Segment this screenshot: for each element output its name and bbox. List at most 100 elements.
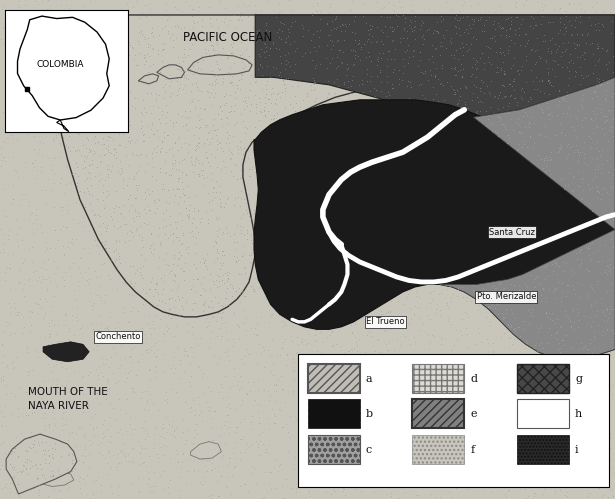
Point (365, 25, 375, 33)
Point (125, 41, 135, 49)
Point (399, 46, 408, 54)
Point (416, 36, 426, 44)
Point (218, 247, 228, 255)
Point (440, 268, 450, 276)
Point (199, 455, 209, 463)
Point (178, 159, 188, 167)
Point (213, 145, 223, 153)
Point (75, 14, 85, 22)
Point (25, 110, 34, 118)
Point (523, 46, 533, 54)
Point (566, 21, 576, 29)
Point (265, 20, 275, 28)
Point (179, 71, 189, 79)
Point (236, 86, 245, 94)
Point (506, 13, 515, 21)
Point (33, 0, 43, 8)
Point (125, 367, 135, 375)
Point (381, 62, 391, 70)
Point (336, 138, 346, 146)
Point (55, 226, 65, 234)
Point (102, 165, 112, 173)
Point (138, 285, 148, 293)
Point (436, 462, 446, 470)
Point (235, 167, 245, 175)
Point (281, 35, 291, 43)
Point (134, 325, 144, 333)
Point (83, 136, 93, 144)
Point (41, 264, 50, 272)
Point (4, 484, 14, 492)
Point (547, 64, 557, 72)
Point (222, 114, 232, 122)
Point (153, 301, 162, 309)
Point (555, 14, 565, 22)
Point (210, 73, 220, 81)
Point (6, 7, 16, 15)
Point (534, 238, 544, 246)
Point (206, 388, 216, 396)
Point (546, 27, 556, 35)
Point (143, 159, 153, 167)
Point (445, 472, 454, 480)
Point (250, 274, 260, 282)
Point (477, 175, 487, 183)
Point (131, 287, 141, 295)
Point (288, 202, 298, 210)
Point (414, 355, 424, 363)
Point (97, 175, 106, 183)
Point (120, 354, 130, 362)
Point (224, 269, 234, 277)
Point (556, 9, 566, 17)
Point (522, 85, 531, 93)
Point (308, 128, 318, 136)
Point (73, 125, 82, 133)
Point (376, 12, 386, 20)
Point (379, 22, 389, 30)
Point (524, 420, 534, 428)
Point (468, 24, 478, 32)
Point (496, 24, 506, 32)
Point (600, 69, 610, 77)
Point (194, 139, 204, 147)
Point (520, 194, 530, 202)
Point (520, 41, 530, 49)
Point (608, 243, 615, 251)
Point (137, 53, 147, 61)
Point (607, 105, 615, 113)
Point (362, 37, 372, 45)
Point (411, 161, 421, 169)
Point (0, 483, 10, 491)
Point (97, 222, 107, 230)
Point (349, 197, 359, 205)
Point (43, 255, 53, 263)
Point (343, 77, 353, 85)
Point (437, 61, 447, 69)
Point (77, 96, 87, 104)
Point (482, 42, 491, 50)
Point (568, 232, 577, 240)
Point (306, 206, 315, 214)
Point (581, 34, 590, 42)
Point (166, 314, 176, 322)
Point (278, 386, 288, 394)
Point (539, 326, 549, 334)
Point (98, 109, 108, 117)
Point (257, 71, 267, 79)
Point (58, 409, 68, 417)
Point (300, 48, 310, 56)
Point (278, 322, 288, 330)
Point (287, 484, 297, 492)
Point (325, 59, 335, 67)
Point (87, 438, 97, 446)
Point (127, 149, 137, 157)
Point (156, 274, 166, 282)
Point (405, 16, 415, 24)
Point (310, 265, 320, 273)
Point (0, 372, 8, 380)
Point (580, 291, 590, 299)
Point (362, 174, 372, 182)
Point (126, 201, 136, 209)
Point (547, 34, 557, 42)
Point (196, 64, 206, 72)
